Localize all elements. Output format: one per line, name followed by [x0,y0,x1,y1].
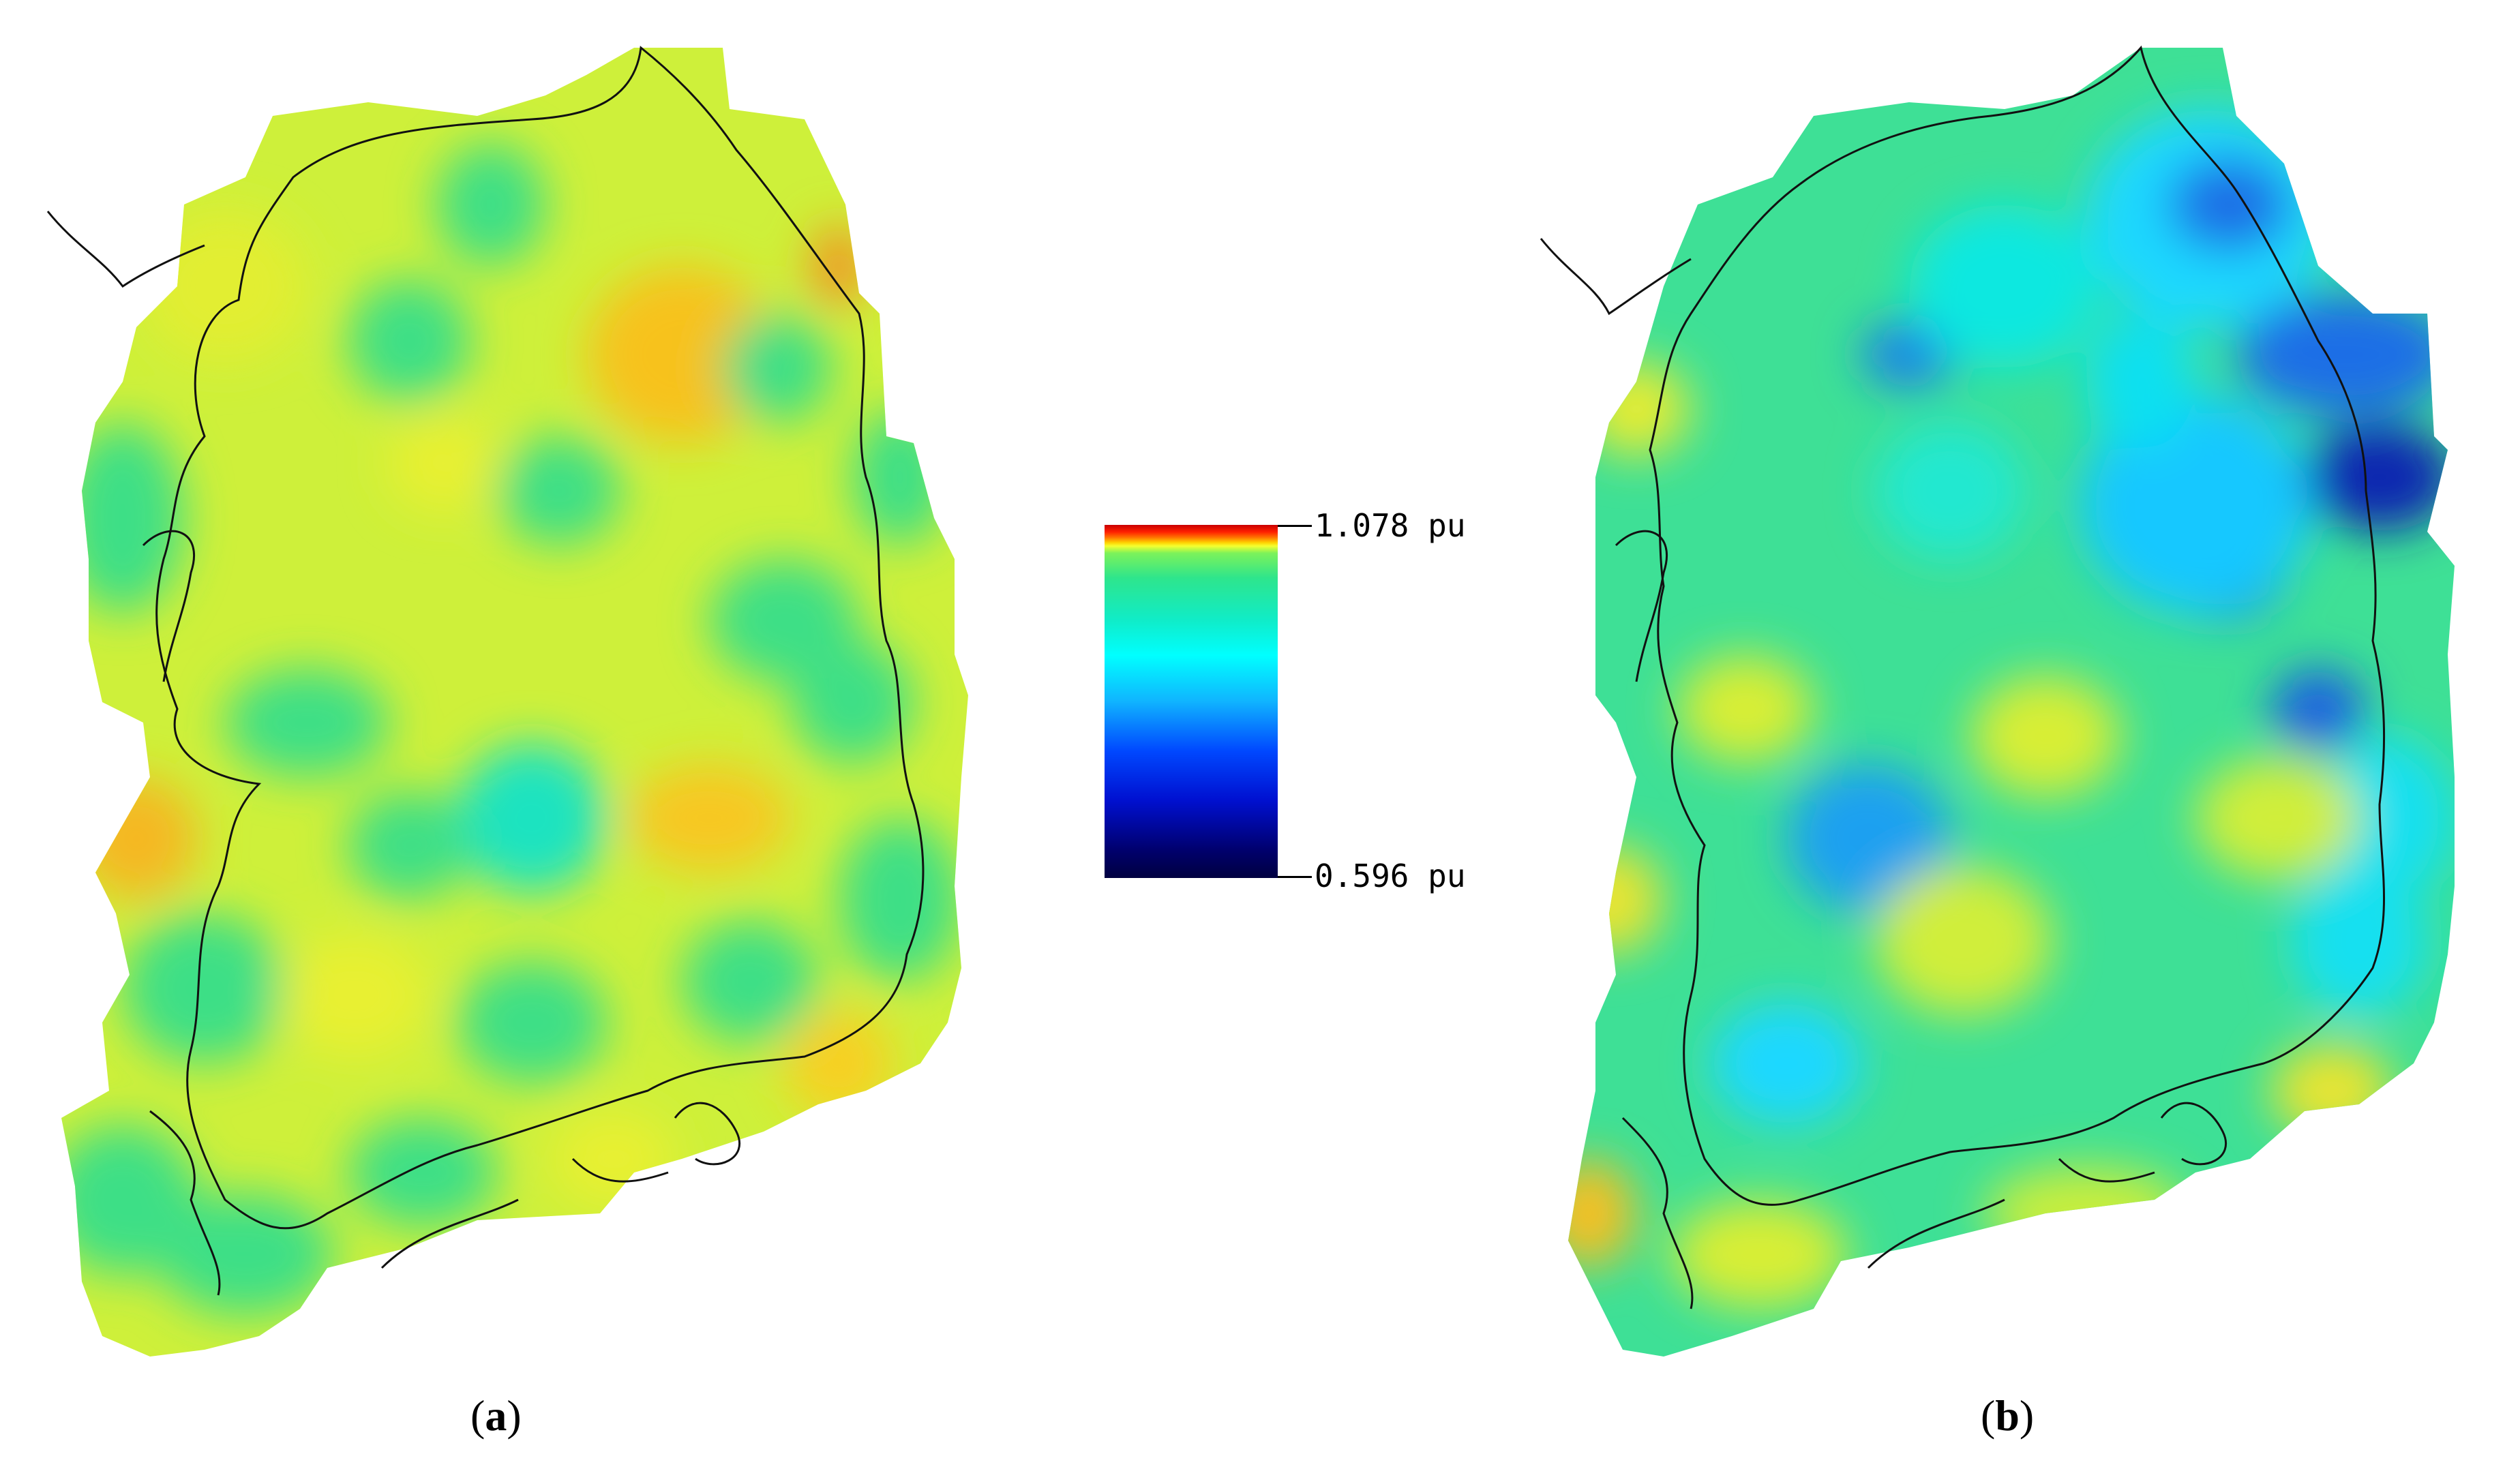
legend-tick-min [1278,876,1312,878]
legend-min-label: 0.596 pu [1315,858,1466,894]
legend-colorbar [1105,525,1278,878]
coastline-b [1649,45,2386,1206]
legend-tick-max [1278,525,1312,527]
caption-a: (a) [470,1391,522,1440]
coastline-a [155,46,925,1230]
caption-b: (b) [1981,1391,2035,1440]
voltage-map-a [0,0,1064,1484]
legend-max-label: 1.078 pu [1315,507,1466,544]
voltage-map-b [1527,0,2505,1484]
color-legend: 1.078 pu 0.596 pu [1105,510,1486,907]
voltage-map-b-svg [1540,45,2455,1357]
voltage-map-a-svg [46,46,968,1357]
